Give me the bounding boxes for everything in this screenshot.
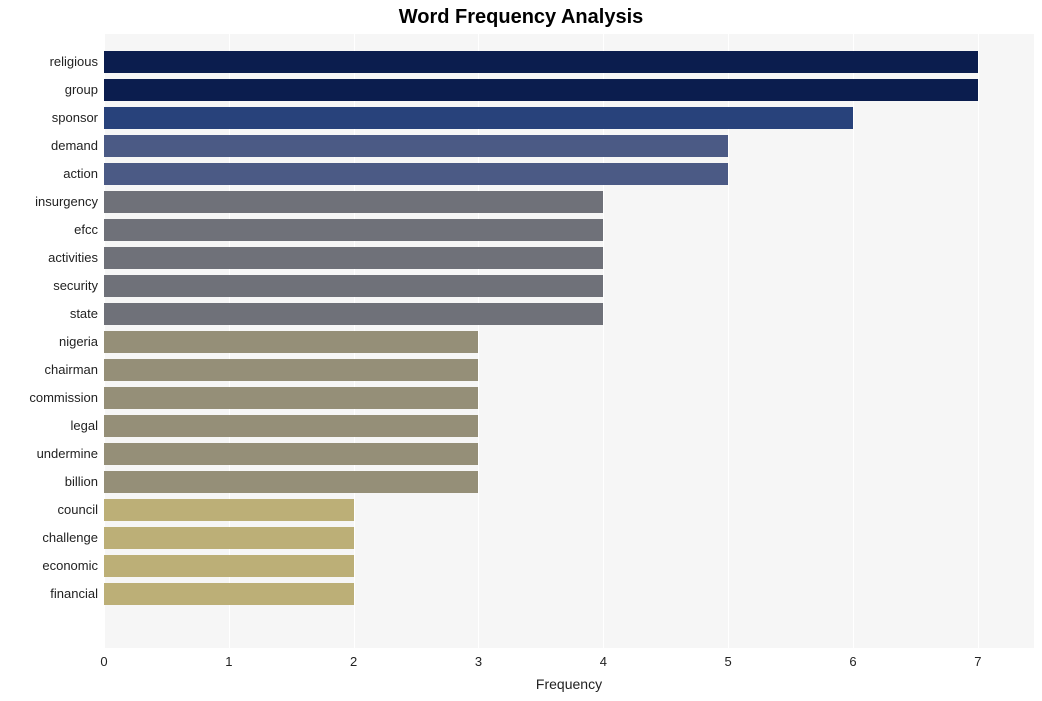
bar-row bbox=[104, 219, 1034, 241]
word-frequency-chart: Word Frequency Analysis 0 1 2 3 4 5 6 7 religiou… bbox=[0, 0, 1042, 701]
bar-row bbox=[104, 247, 1034, 269]
y-tick-label: activities bbox=[2, 250, 98, 265]
bar bbox=[104, 107, 853, 129]
bar bbox=[104, 275, 603, 297]
bar bbox=[104, 555, 354, 577]
x-tick-label: 4 bbox=[583, 654, 623, 669]
x-tick-label: 2 bbox=[334, 654, 374, 669]
y-tick-label: billion bbox=[2, 474, 98, 489]
bar-row bbox=[104, 499, 1034, 521]
y-tick-label: legal bbox=[2, 418, 98, 433]
bar bbox=[104, 191, 603, 213]
y-tick-label: demand bbox=[2, 138, 98, 153]
chart-title: Word Frequency Analysis bbox=[0, 0, 1042, 29]
x-axis-label: Frequency bbox=[536, 676, 602, 692]
y-tick-label: religious bbox=[2, 54, 98, 69]
y-tick-label: efcc bbox=[2, 222, 98, 237]
y-tick-label: state bbox=[2, 306, 98, 321]
y-tick-label: financial bbox=[2, 586, 98, 601]
bar-row bbox=[104, 415, 1034, 437]
x-tick-label: 0 bbox=[84, 654, 124, 669]
bar-row bbox=[104, 443, 1034, 465]
bar bbox=[104, 471, 478, 493]
bar bbox=[104, 387, 478, 409]
bar-row bbox=[104, 51, 1034, 73]
bar-row bbox=[104, 275, 1034, 297]
bar-row bbox=[104, 359, 1034, 381]
bar bbox=[104, 415, 478, 437]
bar-row bbox=[104, 331, 1034, 353]
bar bbox=[104, 163, 728, 185]
x-tick-label: 1 bbox=[209, 654, 249, 669]
bar bbox=[104, 583, 354, 605]
bar bbox=[104, 79, 978, 101]
bar-row bbox=[104, 79, 1034, 101]
bar-row bbox=[104, 555, 1034, 577]
bar-row bbox=[104, 471, 1034, 493]
bar bbox=[104, 331, 478, 353]
y-tick-label: undermine bbox=[2, 446, 98, 461]
y-tick-label: economic bbox=[2, 558, 98, 573]
bar-row bbox=[104, 135, 1034, 157]
y-tick-label: chairman bbox=[2, 362, 98, 377]
bar bbox=[104, 443, 478, 465]
bar-row bbox=[104, 387, 1034, 409]
bar bbox=[104, 303, 603, 325]
bar-row bbox=[104, 107, 1034, 129]
bar bbox=[104, 135, 728, 157]
y-tick-label: council bbox=[2, 502, 98, 517]
y-tick-label: sponsor bbox=[2, 110, 98, 125]
bar-row bbox=[104, 527, 1034, 549]
bar bbox=[104, 219, 603, 241]
bar bbox=[104, 527, 354, 549]
bar-row bbox=[104, 191, 1034, 213]
x-tick-label: 5 bbox=[708, 654, 748, 669]
bar bbox=[104, 359, 478, 381]
bar-row bbox=[104, 163, 1034, 185]
y-tick-label: security bbox=[2, 278, 98, 293]
plot-area bbox=[104, 34, 1034, 648]
x-tick-label: 3 bbox=[458, 654, 498, 669]
y-tick-label: nigeria bbox=[2, 334, 98, 349]
x-tick-label: 6 bbox=[833, 654, 873, 669]
y-tick-label: commission bbox=[2, 390, 98, 405]
x-tick-label: 7 bbox=[958, 654, 998, 669]
y-tick-label: challenge bbox=[2, 530, 98, 545]
bar bbox=[104, 247, 603, 269]
y-tick-label: insurgency bbox=[2, 194, 98, 209]
bar bbox=[104, 499, 354, 521]
bar-row bbox=[104, 303, 1034, 325]
y-tick-label: action bbox=[2, 166, 98, 181]
bar bbox=[104, 51, 978, 73]
bar-row bbox=[104, 583, 1034, 605]
y-tick-label: group bbox=[2, 82, 98, 97]
